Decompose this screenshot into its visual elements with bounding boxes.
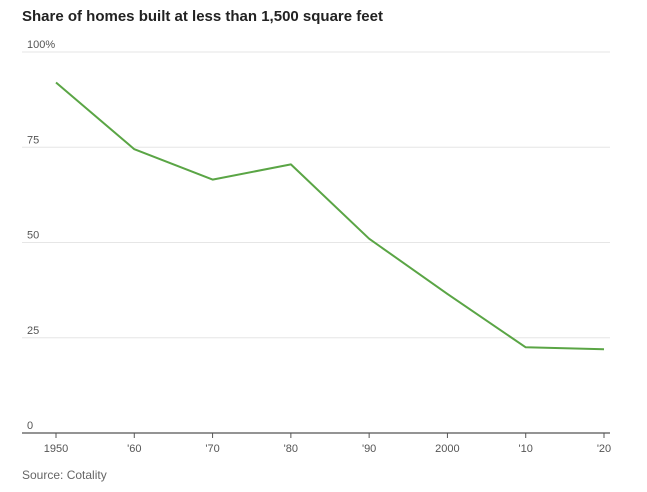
- x-tick-label: '80: [284, 443, 298, 455]
- y-axis-tick-labels: 100% 75 50 25 0: [27, 39, 55, 432]
- y-tick-label: 50: [27, 230, 39, 242]
- y-tick-label: 75: [27, 134, 39, 146]
- x-tick-label: '90: [362, 443, 376, 455]
- y-tick-label: 0: [27, 420, 33, 432]
- gridlines: [22, 51, 610, 434]
- x-tick-label: '20: [597, 443, 611, 455]
- chart-title: Share of homes built at less than 1,500 …: [22, 8, 383, 25]
- y-tick-label: 100%: [27, 39, 55, 51]
- x-axis-tick-labels: 1950 '60 '70 '80 '90 2000 '10 '20: [44, 433, 611, 455]
- series-line: [55, 81, 605, 351]
- x-tick-label: 2000: [435, 443, 459, 455]
- x-tick-label: '70: [205, 443, 219, 455]
- source-note: Source: Cotality: [22, 468, 107, 482]
- series-lines: [55, 81, 605, 351]
- x-tick-label: '10: [519, 443, 533, 455]
- y-tick-label: 25: [27, 325, 39, 337]
- x-tick-label: 1950: [44, 443, 68, 455]
- x-tick-label: '60: [127, 443, 141, 455]
